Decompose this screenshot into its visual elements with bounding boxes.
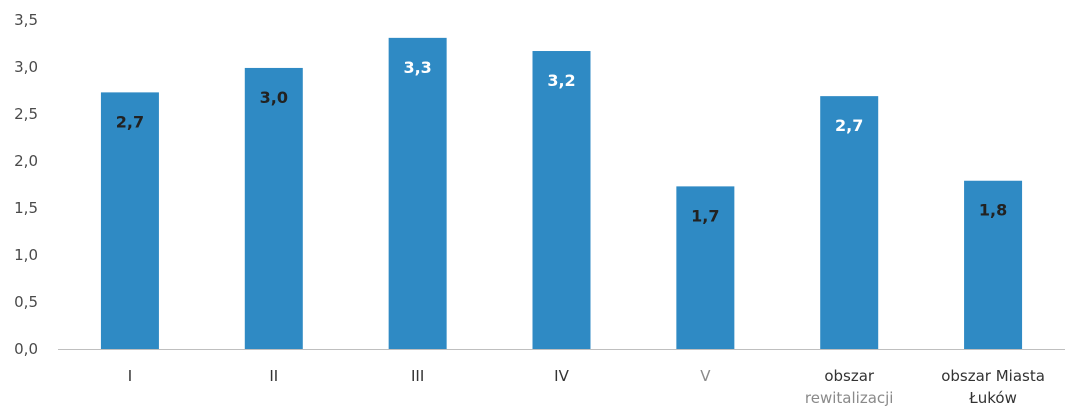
x-tick-label: V <box>700 367 711 385</box>
y-axis: 0,0 0,5 1,0 1,5 2,0 2,5 3,0 3,5 <box>14 11 38 358</box>
data-label: 1,7 <box>691 206 719 225</box>
bar <box>244 67 303 349</box>
data-label: 3,3 <box>403 58 431 77</box>
bars-group <box>100 37 1023 350</box>
x-tick-label: obszar <box>824 367 875 385</box>
bar <box>820 96 879 349</box>
bar <box>532 51 591 350</box>
y-tick-label: 1,0 <box>14 246 38 264</box>
y-tick-label: 3,5 <box>14 11 38 29</box>
data-labels-group: 2,7 3,0 3,3 3,2 1,7 2,7 1,8 <box>116 58 1007 226</box>
x-tick-label: III <box>411 367 424 385</box>
data-label: 2,7 <box>835 116 863 135</box>
data-label: 2,7 <box>116 112 144 131</box>
bar <box>676 186 735 349</box>
y-tick-label: 0,0 <box>14 340 38 358</box>
data-label: 1,8 <box>979 201 1007 220</box>
bar <box>964 180 1023 349</box>
y-tick-label: 3,0 <box>14 58 38 76</box>
y-tick-label: 0,5 <box>14 293 38 311</box>
data-label: 3,0 <box>260 88 288 107</box>
x-tick-label: I <box>128 367 132 385</box>
x-tick-label: rewitalizacji <box>805 389 894 407</box>
x-tick-label: Łuków <box>968 389 1017 407</box>
bar <box>100 92 159 349</box>
y-tick-label: 2,0 <box>14 152 38 170</box>
x-tick-label: II <box>269 367 278 385</box>
bar <box>388 37 447 350</box>
data-label: 3,2 <box>547 71 575 90</box>
x-tick-label: IV <box>554 367 569 385</box>
y-tick-label: 1,5 <box>14 199 38 217</box>
y-tick-label: 2,5 <box>14 105 38 123</box>
x-tick-label: obszar Miasta <box>941 367 1045 385</box>
